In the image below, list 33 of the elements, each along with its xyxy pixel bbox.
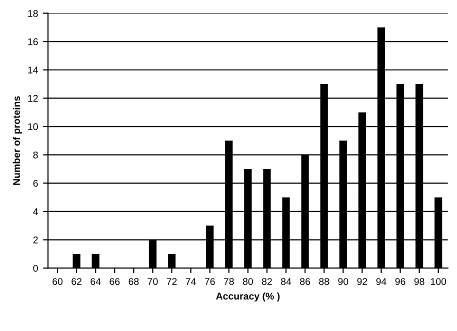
- y-tick-label: 10: [28, 123, 38, 130]
- y-tick-label: 16: [28, 38, 38, 46]
- x-axis-title: Accuracy (% ): [216, 292, 280, 302]
- x-tick-label: 86: [300, 278, 310, 285]
- y-axis-title: Number of proteins: [12, 96, 22, 185]
- x-tick-label: 80: [242, 278, 253, 285]
- x-tick-label: 78: [224, 278, 234, 285]
- y-tick-label: 8: [33, 152, 38, 158]
- y-tick-label: 4: [33, 208, 38, 215]
- x-tick-label: 64: [90, 278, 101, 285]
- y-tick-label: 2: [33, 236, 38, 244]
- x-tick-label: 98: [414, 278, 424, 285]
- x-tick-label: 60: [52, 278, 63, 285]
- x-tick-label: 88: [319, 278, 330, 285]
- x-tick-label: 94: [376, 278, 386, 285]
- x-tick-label: 74: [186, 278, 196, 285]
- x-tick-label: 68: [128, 278, 139, 285]
- x-tick-label: 90: [338, 278, 348, 285]
- y-tick-label: 12: [28, 94, 38, 102]
- x-tick-label: 76: [204, 278, 215, 285]
- x-tick-label: 72: [166, 278, 177, 285]
- x-tick-label: 62: [72, 278, 82, 285]
- x-tick-label: 96: [395, 278, 406, 285]
- y-tick-label: 6: [33, 180, 38, 187]
- x-tick-label: 82: [262, 278, 272, 285]
- y-tick-label: 14: [28, 66, 38, 74]
- y-tick-label: 18: [28, 10, 38, 17]
- x-tick-label: 84: [281, 278, 292, 285]
- x-tick-label: 70: [148, 278, 158, 285]
- x-tick-label: 100: [430, 278, 446, 285]
- x-tick-label: 92: [357, 278, 368, 285]
- y-tick-label: 0: [33, 264, 38, 272]
- x-tick-label: 66: [110, 278, 120, 285]
